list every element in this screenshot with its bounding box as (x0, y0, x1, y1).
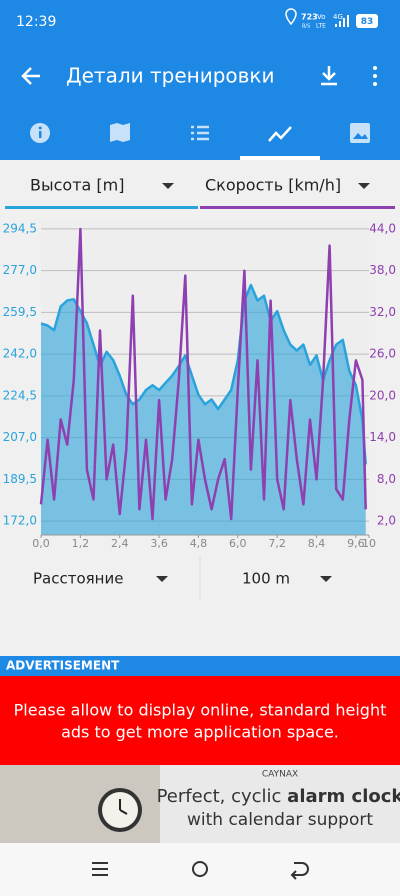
dropdown-arrow (320, 576, 332, 582)
nav-back[interactable] (290, 862, 309, 880)
signal-icon (335, 15, 349, 27)
y2-tick-label: 26,0 (369, 347, 396, 361)
nav-home[interactable] (192, 861, 208, 877)
y2-tick-label: 44,0 (369, 221, 396, 235)
ad-subline: with calendar support (187, 810, 373, 830)
nav-bar (0, 843, 400, 896)
tab-info[interactable] (30, 123, 50, 143)
series-selector[interactable]: Скорость [km/h] (205, 176, 341, 195)
net-speed: 723 (301, 13, 318, 22)
y2-tick-label: 2,0 (377, 514, 396, 528)
x-axis-selector[interactable]: Расстояние (33, 570, 123, 588)
net-unit: B/S (302, 24, 310, 30)
ad-header-text: ADVERTISEMENT (6, 659, 120, 673)
x-tick-label: 10 (362, 537, 376, 550)
ad-headline: Perfect, cyclic alarm clock (157, 786, 400, 807)
x-tick-label: 2,4 (111, 537, 129, 550)
y2-tick-label: 14,0 (369, 430, 396, 444)
ad-message: Please allow to display online, standard… (14, 701, 387, 720)
x-tick-label: 1,2 (72, 537, 90, 550)
download-button[interactable] (321, 66, 337, 86)
y-tick-label: 172,0 (3, 514, 37, 528)
ad-brand: CAYNAX (262, 770, 298, 780)
battery-icon (356, 14, 378, 28)
x-tick-label: 3,6 (150, 537, 168, 550)
app-title: Детали тренировки (66, 64, 275, 88)
y-tick-label: 277,0 (3, 263, 37, 277)
tab-indicator (240, 156, 320, 160)
y-tick-label: 189,5 (3, 472, 37, 486)
status-time: 12:39 (16, 14, 56, 30)
x-tick-label: 0,0 (32, 537, 50, 550)
ad-clock-hands (119, 799, 128, 815)
series-underline (5, 206, 198, 209)
ad-notice[interactable] (0, 676, 400, 765)
volte: Vo (317, 13, 326, 21)
battery-level: 83 (361, 17, 374, 27)
y-tick-label: 242,0 (3, 347, 37, 361)
y-tick-label: 207,0 (3, 430, 37, 444)
ad-message: ads to get more application space. (61, 723, 339, 742)
y2-tick-label: 20,0 (369, 388, 396, 402)
ad-header (0, 656, 400, 676)
area (41, 285, 366, 535)
x-tick-label: 7,2 (268, 537, 286, 550)
y-tick-label: 294,5 (3, 221, 37, 235)
y-tick-label: 224,5 (3, 388, 37, 402)
y2-tick-label: 32,0 (369, 305, 396, 319)
nav-menu[interactable] (92, 862, 108, 876)
line (40, 283, 367, 465)
volte-lte: LTE (316, 23, 326, 30)
y-tick-label: 259,5 (3, 305, 37, 319)
series-selector[interactable]: Высота [m] (30, 176, 124, 195)
plot: 172,0 189,5 207,0 224,5 242,0 259,5 277,0 294,5… (3, 221, 396, 550)
back-button[interactable] (21, 67, 40, 85)
dropdown-arrow (162, 183, 174, 189)
tab-list[interactable] (191, 125, 209, 141)
network-type: 4G (333, 13, 343, 21)
series-underline (200, 206, 395, 209)
location-icon (285, 8, 297, 26)
y2-tick-label: 38,0 (369, 263, 396, 277)
tab-photo[interactable] (350, 123, 370, 143)
x-tick-label: 9,6 (347, 537, 365, 550)
dropdown-arrow (156, 576, 168, 582)
x-tick-label: 8,4 (308, 537, 326, 550)
tab-map[interactable] (110, 123, 130, 142)
x-tick-label: 4,8 (190, 537, 208, 550)
more-button[interactable] (373, 66, 377, 86)
tab-chart[interactable] (268, 126, 292, 142)
x-tick-label: 6,0 (229, 537, 247, 550)
y2-tick-label: 8,0 (377, 472, 396, 486)
dropdown-arrow (358, 183, 370, 189)
interval-selector[interactable]: 100 m (242, 570, 290, 588)
line (39, 227, 367, 521)
